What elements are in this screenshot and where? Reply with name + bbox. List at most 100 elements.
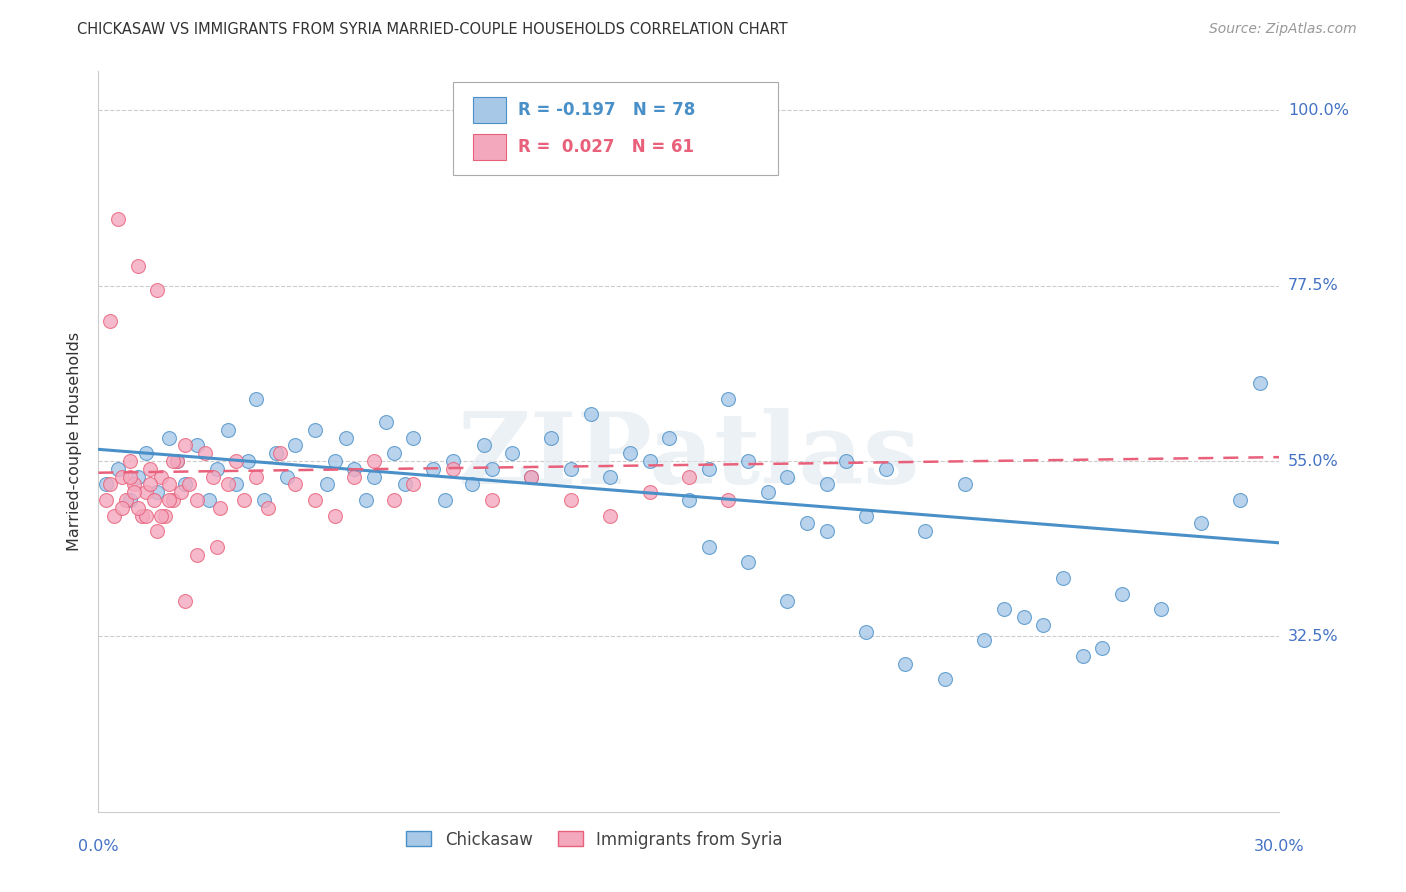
Point [697,462,720,476]
Point [269,446,291,460]
Point [855,508,877,523]
Point [875,462,897,476]
Point [146,485,169,500]
Point [217,423,239,437]
Point [354,493,377,508]
Point [284,438,307,452]
Text: 0.0%: 0.0% [79,839,118,855]
Point [1249,376,1271,390]
Text: Source: ZipAtlas.com: Source: ZipAtlas.com [1209,22,1357,37]
Point [111,469,134,483]
Point [170,485,193,500]
Point [194,446,217,460]
Point [335,431,357,445]
Point [146,283,169,297]
Point [1091,641,1114,656]
Point [402,431,425,445]
Point [776,594,799,608]
Point [111,500,134,515]
Point [118,454,141,468]
Point [186,493,208,508]
Point [717,493,740,508]
Point [284,477,307,491]
Point [678,469,700,483]
Point [638,485,661,500]
Point [135,446,157,460]
Point [122,485,145,500]
Point [658,431,681,445]
Point [174,594,197,608]
Point [914,524,936,538]
Point [638,454,661,468]
Point [155,508,177,523]
Point [993,602,1015,616]
Point [118,493,141,508]
Point [127,259,149,273]
Point [894,657,917,671]
Point [619,446,641,460]
Point [343,462,366,476]
Point [315,477,337,491]
Point [217,477,239,491]
Point [98,477,121,491]
Point [96,493,118,508]
Text: CHICKASAW VS IMMIGRANTS FROM SYRIA MARRIED-COUPLE HOUSEHOLDS CORRELATION CHART: CHICKASAW VS IMMIGRANTS FROM SYRIA MARRI… [77,22,787,37]
Point [127,469,149,483]
Point [205,462,228,476]
Point [209,500,232,515]
Point [402,477,425,491]
Text: 32.5%: 32.5% [1288,629,1339,644]
Point [256,500,278,515]
Point [737,555,759,569]
Point [717,392,740,406]
Point [1111,586,1133,600]
Point [245,469,267,483]
Point [146,524,169,538]
FancyBboxPatch shape [472,134,506,161]
FancyBboxPatch shape [453,82,778,175]
Point [382,493,405,508]
Point [599,469,621,483]
Point [157,493,180,508]
Point [186,438,208,452]
Point [174,438,197,452]
Point [1229,493,1251,508]
Y-axis label: Married-couple Households: Married-couple Households [67,332,83,551]
Point [323,508,346,523]
Point [197,493,219,508]
Text: 30.0%: 30.0% [1254,839,1305,855]
Point [138,477,160,491]
Text: 100.0%: 100.0% [1288,103,1348,118]
Point [363,469,385,483]
Point [233,493,256,508]
Point [304,493,326,508]
Point [96,477,118,491]
Text: ZIPatlas: ZIPatlas [458,408,920,505]
Text: R = -0.197   N = 78: R = -0.197 N = 78 [517,101,695,119]
Point [422,462,444,476]
Point [756,485,779,500]
Point [1012,610,1035,624]
Point [796,516,818,531]
Point [304,423,326,437]
Point [118,469,141,483]
Point [150,508,173,523]
Point [540,431,562,445]
Point [382,446,405,460]
Point [253,493,276,508]
Point [737,454,759,468]
Point [855,625,877,640]
Point [697,540,720,554]
Point [166,454,188,468]
Point [276,469,298,483]
Point [157,477,180,491]
Point [131,508,153,523]
Point [776,469,799,483]
Point [934,672,956,686]
Point [678,493,700,508]
Point [815,524,838,538]
Point [225,477,247,491]
Text: 77.5%: 77.5% [1288,278,1339,293]
Point [98,314,121,328]
Point [520,469,543,483]
